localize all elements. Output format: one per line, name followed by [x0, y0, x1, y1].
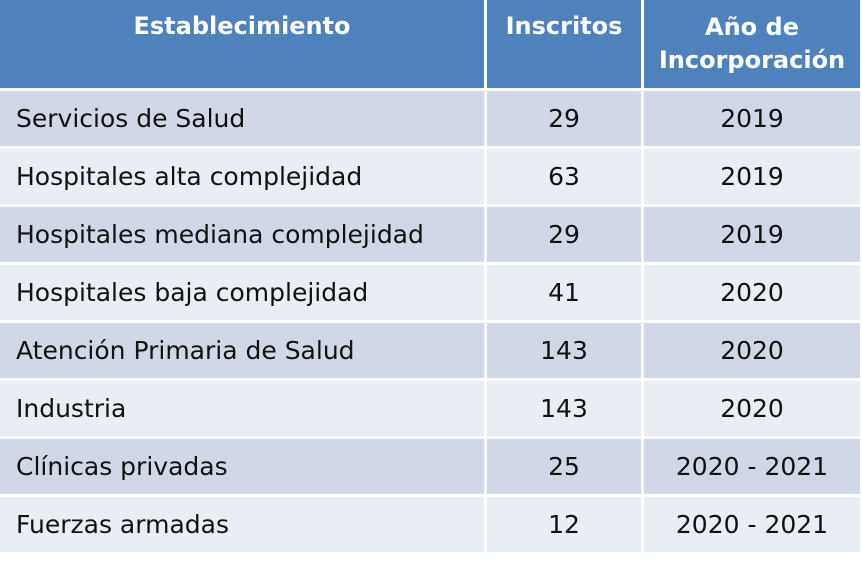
cell-inscritos: 143 — [487, 381, 644, 439]
cell-inscritos: 25 — [487, 439, 644, 497]
header-row: Establecimiento Inscritos Año de Incorpo… — [0, 0, 860, 91]
header-anio-line2: Incorporación — [658, 46, 846, 74]
cell-inscritos: 29 — [487, 207, 644, 265]
cell-inscritos: 41 — [487, 265, 644, 323]
cell-anio: 2020 — [644, 265, 860, 323]
table-row: Atención Primaria de Salud 143 2020 — [0, 323, 860, 381]
table-row: Hospitales alta complejidad 63 2019 — [0, 149, 860, 207]
table-header: Establecimiento Inscritos Año de Incorpo… — [0, 0, 860, 91]
cell-anio: 2020 - 2021 — [644, 497, 860, 555]
cell-anio: 2019 — [644, 91, 860, 149]
cell-anio: 2019 — [644, 149, 860, 207]
table-row: Hospitales baja complejidad 41 2020 — [0, 265, 860, 323]
cell-anio: 2019 — [644, 207, 860, 265]
header-anio-line1: Año de — [705, 13, 799, 41]
header-establecimiento: Establecimiento — [0, 0, 487, 91]
header-inscritos: Inscritos — [487, 0, 644, 91]
cell-establecimiento: Hospitales baja complejidad — [0, 265, 487, 323]
cell-anio: 2020 — [644, 381, 860, 439]
cell-anio: 2020 - 2021 — [644, 439, 860, 497]
cell-inscritos: 29 — [487, 91, 644, 149]
cell-anio: 2020 — [644, 323, 860, 381]
table-row: Clínicas privadas 25 2020 - 2021 — [0, 439, 860, 497]
table-row: Hospitales mediana complejidad 29 2019 — [0, 207, 860, 265]
table-row: Fuerzas armadas 12 2020 - 2021 — [0, 497, 860, 555]
table-body: Servicios de Salud 29 2019 Hospitales al… — [0, 91, 860, 555]
table-row: Servicios de Salud 29 2019 — [0, 91, 860, 149]
cell-establecimiento: Atención Primaria de Salud — [0, 323, 487, 381]
cell-establecimiento: Fuerzas armadas — [0, 497, 487, 555]
cell-establecimiento: Industria — [0, 381, 487, 439]
cell-establecimiento: Servicios de Salud — [0, 91, 487, 149]
table-row: Industria 143 2020 — [0, 381, 860, 439]
cell-establecimiento: Hospitales alta complejidad — [0, 149, 487, 207]
cell-inscritos: 63 — [487, 149, 644, 207]
cell-establecimiento: Hospitales mediana complejidad — [0, 207, 487, 265]
header-anio-incorporacion: Año de Incorporación — [644, 0, 860, 91]
cell-inscritos: 12 — [487, 497, 644, 555]
cell-inscritos: 143 — [487, 323, 644, 381]
cell-establecimiento: Clínicas privadas — [0, 439, 487, 497]
